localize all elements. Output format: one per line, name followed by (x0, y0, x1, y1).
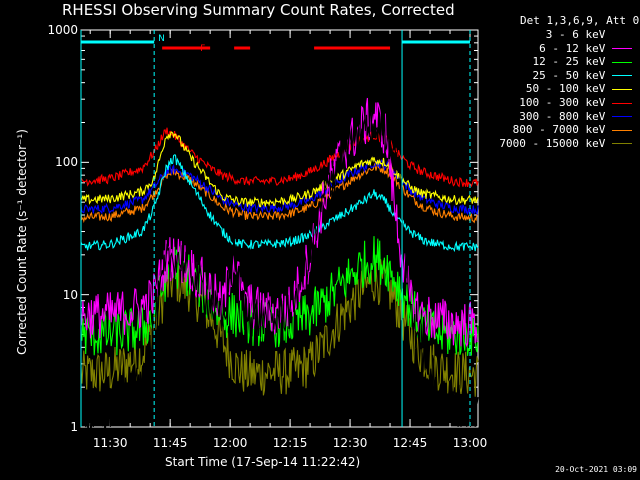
legend-label: 25 - 50 keV (532, 68, 612, 82)
chart-title: RHESSI Observing Summary Count Rates, Co… (62, 1, 455, 19)
legend-entry: 50 - 100 keV (526, 83, 632, 94)
x-tick-label: 11:45 (152, 436, 188, 450)
legend-entry: 800 - 7000 keV (513, 124, 632, 135)
x-tick-label: 11:30 (92, 436, 128, 450)
legend-label: 800 - 7000 keV (512, 123, 612, 137)
legend-entry: 100 - 300 keV (519, 97, 632, 108)
legend-label: 300 - 800 keV (519, 109, 612, 123)
series-line-25-50keV (80, 154, 479, 253)
legend-swatch (612, 88, 632, 90)
legend-entry: 7000 - 15000 keV (499, 138, 632, 149)
legend-swatch (612, 61, 632, 63)
legend-swatch (612, 75, 632, 77)
datestamp: 20-Oct-2021 03:09 (555, 465, 637, 474)
x-tick-label: 13:00 (452, 436, 488, 450)
x-tick-label: 12:30 (332, 436, 368, 450)
legend-entry: 6 - 12 keV (539, 43, 632, 54)
series-line-50-100keV (80, 131, 479, 208)
series-line-300-800keV (80, 159, 479, 216)
legend-label: 7000 - 15000 keV (499, 136, 612, 150)
legend-label: 6 - 12 keV (539, 41, 612, 55)
legend-swatch (612, 102, 632, 104)
y-tick-label: 10 (62, 287, 78, 302)
y-tick-label: 1000 (47, 23, 78, 37)
legend-label: 3 - 6 keV (545, 28, 612, 41)
legend-entry: 300 - 800 keV (519, 111, 632, 122)
flag-label-N: N (158, 34, 165, 44)
legend-swatch (612, 34, 632, 36)
y-tick-label: 100 (55, 155, 78, 170)
x-tick-label: 12:45 (392, 436, 428, 450)
series-line-3-6keV (80, 105, 479, 428)
legend-title: Det 1,3,6,9, Att 0 (520, 14, 640, 27)
legend-entry: 25 - 50 keV (533, 70, 632, 81)
legend-entry: 12 - 25 keV (533, 56, 632, 67)
legend-swatch (612, 116, 632, 118)
legend-label: 12 - 25 keV (532, 55, 612, 69)
flag-label-F: F (200, 44, 205, 54)
series-line-100-300keV (80, 127, 479, 188)
legend-swatch (612, 129, 632, 131)
x-axis-label: Start Time (17-Sep-14 11:22:42) (165, 455, 361, 469)
legend-swatch (612, 48, 632, 50)
x-tick-label: 12:15 (272, 436, 308, 450)
legend-label: 100 - 300 keV (519, 96, 612, 109)
legend-label: 50 - 100 keV (525, 82, 612, 96)
legend-entry: 3 - 6 keV (546, 29, 632, 40)
y-tick-label: 1 (70, 420, 78, 434)
series-line-800-7000keV (80, 161, 479, 224)
legend-swatch (612, 143, 632, 145)
x-tick-label: 12:00 (212, 436, 248, 450)
